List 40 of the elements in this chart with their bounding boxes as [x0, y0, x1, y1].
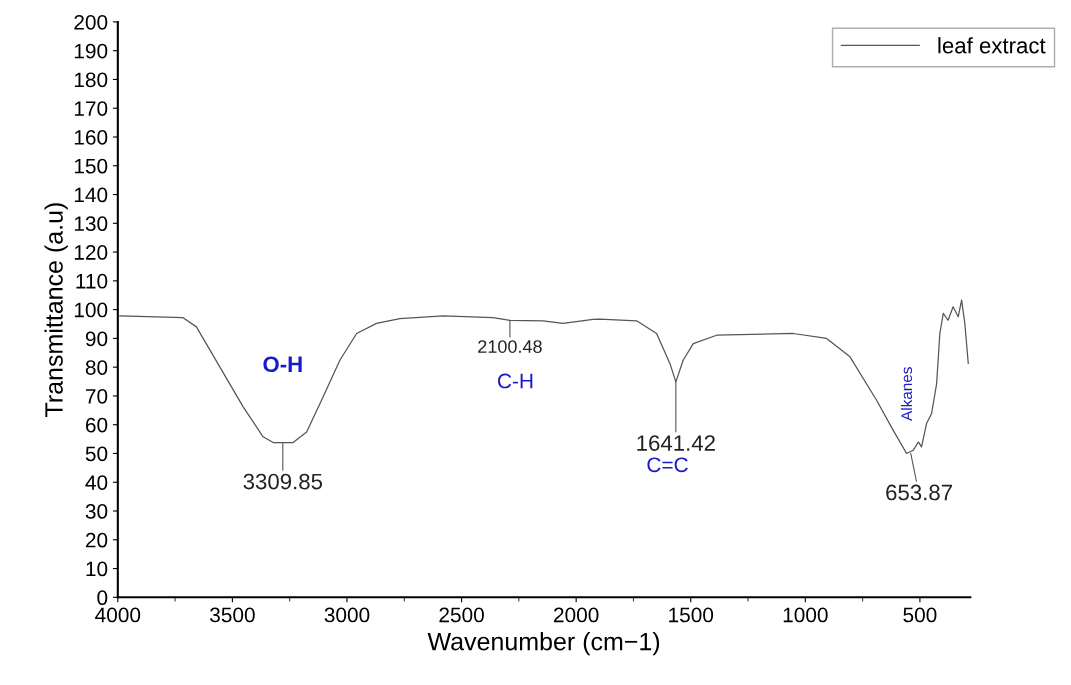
- y-tick-label: 10: [86, 561, 108, 577]
- y-tick-label: 160: [74, 130, 108, 145]
- annotation: O-H: [263, 356, 302, 373]
- annotation: 2100.48: [478, 340, 542, 353]
- legend-label: leaf extract: [938, 37, 1046, 54]
- y-tick-label: 70: [85, 388, 108, 404]
- annotation: 653.87: [886, 484, 952, 501]
- y-tick-label: 140: [74, 187, 108, 203]
- y-tick-label: 170: [74, 101, 108, 116]
- y-tick-label: 0: [97, 590, 108, 606]
- y-tick-label: 20: [85, 532, 108, 548]
- y-tick-label: 30: [85, 504, 108, 519]
- y-tick-label: 120: [74, 245, 108, 260]
- x-tick-label: 1000: [783, 607, 828, 623]
- x-tick-label: 2000: [554, 607, 599, 623]
- annotation: C-H: [498, 373, 533, 389]
- y-axis-title: Transmittance (a.u): [44, 203, 68, 417]
- y-tick-label: 50: [85, 446, 108, 462]
- y-tick-label: 130: [74, 216, 108, 232]
- annotation: 3309.85: [243, 473, 323, 490]
- annotation: Alkanes: [900, 367, 913, 421]
- x-axis-title: Wavenumber (cm−1): [427, 632, 660, 656]
- annotation: C=C: [647, 457, 688, 473]
- y-tick-label: 60: [85, 417, 108, 433]
- x-tick-label: 500: [903, 607, 937, 623]
- annotation: 1641.42: [637, 435, 715, 451]
- x-tick-label: 1500: [669, 607, 714, 623]
- x-tick-label: 3500: [210, 607, 255, 623]
- x-tick-label: 4000: [95, 607, 141, 623]
- x-tick-label: 2500: [439, 607, 484, 623]
- y-tick-label: 180: [74, 72, 108, 88]
- y-tick-label: 90: [85, 331, 108, 347]
- y-tick-label: 200: [74, 14, 108, 30]
- y-tick-label: 150: [74, 158, 108, 174]
- y-tick-label: 110: [76, 273, 108, 289]
- y-tick-label: 190: [74, 43, 108, 59]
- y-tick-label: 100: [74, 302, 108, 318]
- y-tick-label: 40: [85, 475, 108, 490]
- y-tick-label: 80: [85, 360, 108, 375]
- x-tick-label: 3000: [324, 607, 370, 623]
